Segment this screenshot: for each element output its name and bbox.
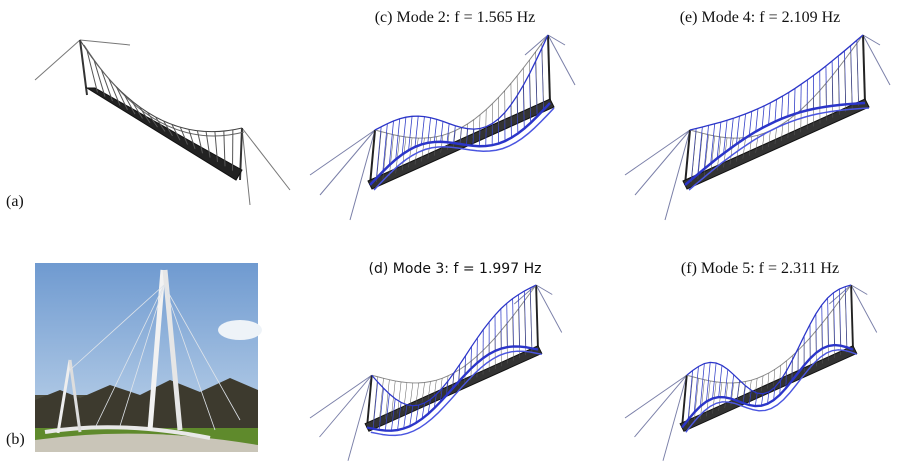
tower bbox=[548, 35, 550, 103]
hanger bbox=[775, 100, 777, 122]
hanger bbox=[530, 293, 532, 352]
deck-deformed bbox=[374, 108, 554, 190]
cable-deformed bbox=[687, 285, 851, 394]
panel-title: (d) Mode 3: f = 1.997 Hz bbox=[369, 261, 542, 277]
hanger bbox=[719, 365, 722, 397]
panel-title: (f) Mode 5: f = 2.311 Hz bbox=[681, 260, 839, 277]
hanger bbox=[409, 116, 413, 150]
hanger bbox=[730, 118, 733, 148]
hanger bbox=[402, 117, 406, 154]
stay-cable bbox=[525, 35, 548, 55]
hanger bbox=[373, 377, 378, 425]
mode-shape bbox=[310, 285, 562, 461]
hanger bbox=[756, 109, 758, 132]
hanger bbox=[704, 125, 708, 168]
hanger bbox=[857, 43, 859, 105]
hanger bbox=[769, 103, 771, 125]
panel-title: (c) Mode 2: f = 1.565 Hz bbox=[375, 9, 536, 26]
stay-cable bbox=[514, 285, 536, 304]
panel-label: (a) bbox=[6, 193, 24, 210]
mode-shape bbox=[625, 285, 877, 461]
hanger bbox=[801, 84, 802, 112]
hanger bbox=[788, 92, 789, 116]
hanger bbox=[383, 124, 388, 172]
panel-title: (e) Mode 4: f = 2.109 Hz bbox=[680, 9, 841, 26]
hanger bbox=[794, 88, 795, 114]
hanger bbox=[713, 363, 717, 398]
tower bbox=[863, 35, 865, 103]
tower bbox=[851, 285, 853, 350]
deck bbox=[680, 346, 857, 432]
hanger bbox=[762, 106, 764, 128]
figure: (a) (b) (c) Mode 2: f = 1.565 Hz (d) Mod… bbox=[0, 0, 907, 464]
hanger bbox=[781, 96, 782, 119]
hanger bbox=[691, 132, 696, 182]
bridge-photo bbox=[35, 263, 262, 452]
hanger bbox=[542, 43, 544, 105]
stay-cable bbox=[829, 285, 851, 304]
hanger bbox=[749, 111, 752, 135]
hanger bbox=[845, 293, 847, 352]
hanger bbox=[724, 120, 728, 153]
bridge-model bbox=[35, 40, 290, 205]
hanger bbox=[706, 362, 710, 401]
mode-shape bbox=[310, 35, 575, 220]
hanger bbox=[698, 127, 703, 174]
panel-label: (b) bbox=[6, 431, 25, 448]
mode-shape bbox=[625, 35, 890, 220]
tower bbox=[536, 285, 538, 350]
hanger bbox=[376, 127, 381, 178]
hanger bbox=[688, 371, 693, 420]
cable-undeformed bbox=[690, 35, 863, 138]
hanger bbox=[743, 114, 746, 140]
hanger bbox=[694, 366, 698, 412]
